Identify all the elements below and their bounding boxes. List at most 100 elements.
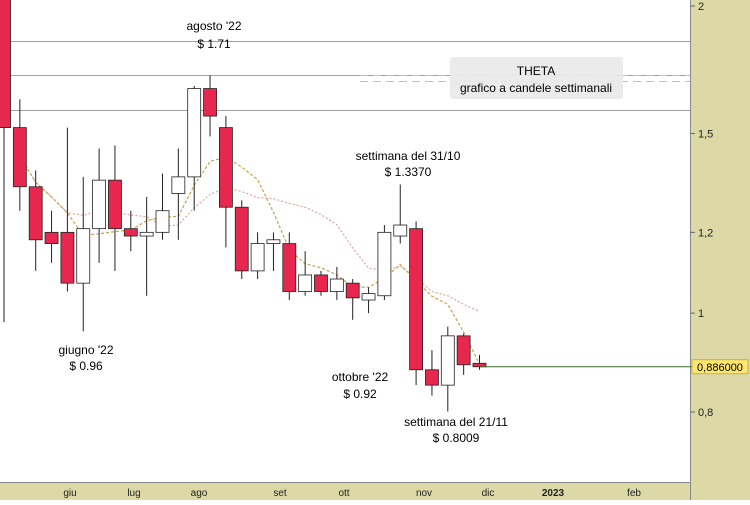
candle-body-up xyxy=(361,293,376,301)
candle xyxy=(76,176,91,332)
candle xyxy=(409,221,424,386)
price-axis-ticks: 2 1,5 1,2 1 0,8 xyxy=(690,1,713,419)
time-axis-ticks: giu lug ago set ott nov dic 2023 feb xyxy=(63,488,641,499)
annotation-21-11-line1: settimana del 21/11 xyxy=(404,415,508,429)
annotation-31-10-line2: $ 1.3370 xyxy=(385,165,432,179)
time-tick-label: ott xyxy=(338,488,349,499)
time-tick-label: lug xyxy=(127,488,140,499)
candle xyxy=(377,225,392,301)
candle-body-up xyxy=(266,239,281,244)
candle xyxy=(361,287,376,314)
price-tick-label: 1,5 xyxy=(698,128,713,140)
annotation-ottobre-line2: $ 0.92 xyxy=(343,387,377,401)
candle xyxy=(298,251,313,296)
candle-body-down xyxy=(282,243,297,292)
time-tick-label: ago xyxy=(191,488,208,499)
candle xyxy=(92,148,106,263)
candle-body-down xyxy=(345,282,360,299)
candle-body-down xyxy=(409,228,424,371)
candle-body-down xyxy=(60,231,75,284)
candle xyxy=(329,266,344,301)
annotation-agosto-line2: $ 1.71 xyxy=(197,37,231,51)
candle xyxy=(108,145,122,271)
time-tick-label: 2023 xyxy=(542,488,565,499)
candle-body-down xyxy=(203,88,217,117)
candle xyxy=(218,116,233,248)
candle-body-up xyxy=(187,88,202,178)
time-axis-panel xyxy=(0,482,690,500)
candle-body-down xyxy=(0,0,11,129)
candle xyxy=(123,210,138,252)
candle-body-down xyxy=(218,127,233,208)
candle-body-up xyxy=(440,335,455,386)
candle-body-up xyxy=(139,231,154,237)
time-tick-label: feb xyxy=(627,488,641,499)
legend-background xyxy=(450,57,623,99)
candle xyxy=(28,170,43,271)
candle-body-up xyxy=(377,231,392,297)
time-tick-label: nov xyxy=(416,488,432,499)
annotation-agosto-line1: agosto '22 xyxy=(186,19,241,33)
legend-subtitle: grafico a candele settimanali xyxy=(460,81,612,95)
legend-box: THETA grafico a candele settimanali xyxy=(450,57,623,99)
candle-body-down xyxy=(472,362,487,368)
candle xyxy=(393,184,408,244)
candle xyxy=(187,85,202,211)
time-tick-label: set xyxy=(273,488,287,499)
annotation-31-10-line1: settimana del 31/10 xyxy=(356,149,461,163)
candle-body-up xyxy=(76,228,91,284)
candle-body-down xyxy=(12,127,27,188)
candle-body-down xyxy=(314,274,328,292)
candle xyxy=(60,127,75,292)
candle xyxy=(44,210,59,263)
candle-body-up xyxy=(329,278,344,292)
annotation-21-11-line2: $ 0.8009 xyxy=(433,431,480,445)
candle xyxy=(12,99,27,211)
current-price-box xyxy=(691,359,749,375)
candle-body-down xyxy=(456,335,471,366)
price-tick-label: 1,2 xyxy=(698,227,713,239)
candle-body-down xyxy=(28,186,43,241)
candle-body-up xyxy=(250,243,265,272)
candle xyxy=(203,75,217,137)
candle xyxy=(139,196,154,296)
candle-body-up xyxy=(155,210,170,233)
candle-body-up xyxy=(171,176,186,194)
candle xyxy=(266,232,281,271)
candle-body-down xyxy=(123,228,138,237)
candle xyxy=(250,232,265,280)
annotation-giugno-line2: $ 0.96 xyxy=(69,359,103,373)
candle-body-up xyxy=(92,179,106,230)
candle xyxy=(155,173,170,240)
price-tick-label: 0,8 xyxy=(698,407,713,419)
annotation-ottobre-line1: ottobre '22 xyxy=(332,370,389,384)
time-tick-label: dic xyxy=(482,488,495,499)
candle xyxy=(171,148,186,240)
candle-body-down xyxy=(234,206,249,272)
time-tick-label: giu xyxy=(63,488,76,499)
price-tick-label: 1 xyxy=(698,308,704,320)
candle xyxy=(345,279,360,320)
candle xyxy=(314,270,328,296)
price-tick-label: 2 xyxy=(698,1,704,13)
candle-body-down xyxy=(44,231,59,244)
candle-body-up xyxy=(393,224,408,237)
candles xyxy=(0,0,487,412)
candle xyxy=(440,326,455,412)
current-price-marker: 0,886000 xyxy=(480,359,749,375)
candle xyxy=(472,354,487,370)
candle xyxy=(282,232,297,301)
legend-title: THETA xyxy=(517,64,555,78)
moving-average-short xyxy=(19,155,481,365)
candle xyxy=(0,0,11,323)
candle xyxy=(234,200,249,280)
candle-body-down xyxy=(108,179,122,230)
price-axis-panel xyxy=(690,0,750,500)
candle-body-down xyxy=(425,369,439,386)
candle xyxy=(425,350,439,396)
annotation-giugno-line1: giugno '22 xyxy=(58,343,113,357)
annotations: agosto '22 $ 1.71 settimana del 31/10 $ … xyxy=(58,19,508,445)
candle xyxy=(456,333,471,375)
